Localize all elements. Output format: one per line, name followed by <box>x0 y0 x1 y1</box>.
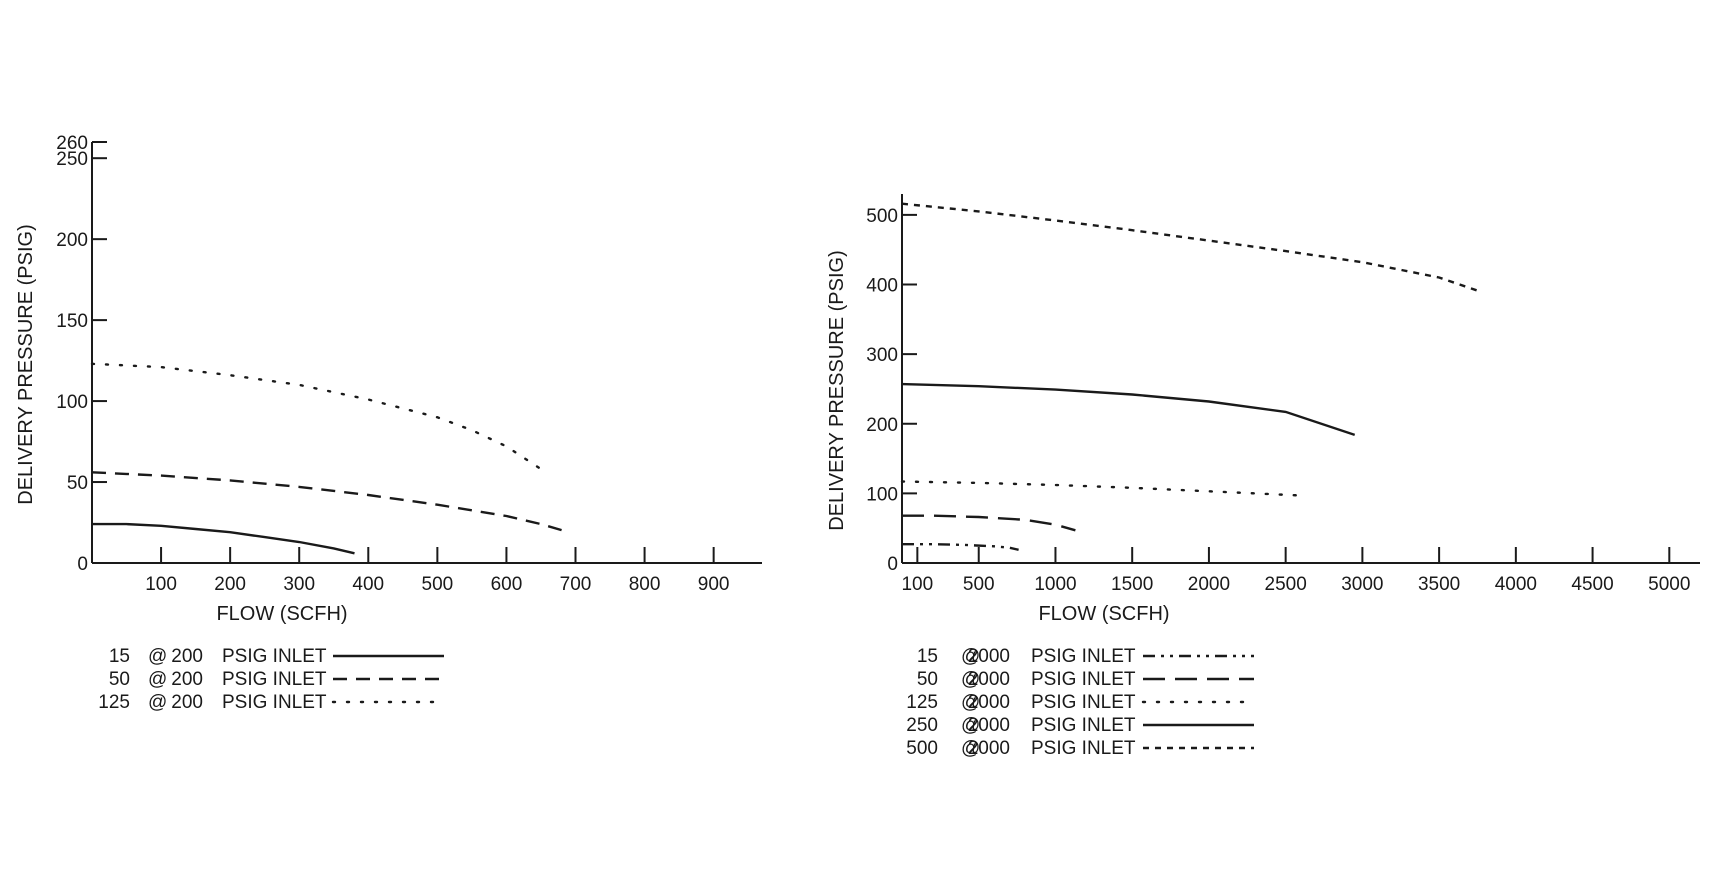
legend-setpoint: 250 <box>906 715 938 736</box>
y-tick-label: 100 <box>866 484 898 505</box>
legend-at-sign: @ <box>961 669 980 690</box>
legend-entry: 15 @200 PSIG INLET <box>109 646 444 667</box>
series-line-125-psig <box>90 362 543 471</box>
x-tick-label: 100 <box>145 574 177 595</box>
y-tick-label: 150 <box>56 311 88 332</box>
legend-inlet-label: PSIG INLET <box>1031 646 1136 667</box>
x-tick-label: 4500 <box>1571 574 1613 595</box>
y-tick-label: 500 <box>866 206 898 227</box>
legend-entry: 125 @2000 PSIG INLET <box>906 692 1256 713</box>
x-tick-label: 4000 <box>1495 574 1537 595</box>
legend-inlet-label: PSIG INLET <box>1031 738 1136 759</box>
series-line-500-psig <box>901 202 1483 294</box>
y-tick-label: 400 <box>866 276 898 297</box>
x-tick-label: 600 <box>491 574 523 595</box>
y-tick-label: 260 <box>56 133 88 154</box>
legend-at-sign: @ <box>148 669 167 690</box>
legend-setpoint: 125 <box>98 692 130 713</box>
x-tick-label: 1000 <box>1034 574 1076 595</box>
legend-at-sign: @ <box>961 738 980 759</box>
legend-at-sign: @ <box>961 646 980 667</box>
x-tick-label: 200 <box>214 574 246 595</box>
legend-setpoint: 125 <box>906 692 938 713</box>
x-tick-label: 300 <box>283 574 315 595</box>
legend-at-sign: @ <box>148 692 167 713</box>
series-line-50-psig <box>902 514 1076 532</box>
y-tick-label: 300 <box>866 345 898 366</box>
legend-inlet-label: PSIG INLET <box>222 646 327 667</box>
y-tick-label: 0 <box>77 554 88 575</box>
legend-inlet-value: 200 <box>171 646 203 667</box>
series-line-250-psig <box>901 382 1356 437</box>
x-tick-label: 3500 <box>1418 574 1460 595</box>
legend-entry: 50 @2000 PSIG INLET <box>917 669 1254 690</box>
y-axis-title: DELIVERY PRESSURE (PSIG) <box>826 250 848 530</box>
x-tick-label: 2500 <box>1265 574 1307 595</box>
legend-at-sign: @ <box>961 692 980 713</box>
legend-inlet-value: 2000 <box>968 715 1010 736</box>
x-tick-label: 900 <box>698 574 730 595</box>
y-tick-label: 50 <box>67 473 88 494</box>
legend-inlet-value: 200 <box>171 692 203 713</box>
series-line-15-psig <box>902 543 1019 551</box>
legend-entry: 50 @200 PSIG INLET <box>109 669 444 690</box>
legend-entry: 125 @200 PSIG INLET <box>98 692 446 713</box>
y-axis-title: DELIVERY PRESSURE (PSIG) <box>15 224 37 504</box>
legend-at-sign: @ <box>148 646 167 667</box>
legend-setpoint: 15 <box>109 646 130 667</box>
legend-setpoint: 50 <box>917 669 938 690</box>
y-tick-label: 200 <box>866 415 898 436</box>
legend-inlet-value: 2000 <box>968 738 1010 759</box>
x-tick-label: 700 <box>560 574 592 595</box>
legend-at-sign: @ <box>961 715 980 736</box>
x-tick-label: 500 <box>963 574 995 595</box>
legend-setpoint: 500 <box>906 738 938 759</box>
legend-inlet-label: PSIG INLET <box>1031 715 1136 736</box>
legend-setpoint: 50 <box>109 669 130 690</box>
x-tick-label: 800 <box>629 574 661 595</box>
legend-inlet-value: 200 <box>171 669 203 690</box>
y-tick-label: 100 <box>56 392 88 413</box>
x-axis-title: FLOW (SCFH) <box>1038 603 1169 625</box>
legend-inlet-value: 2000 <box>968 692 1010 713</box>
legend-entry: 500 @2000 PSIG INLET <box>906 738 1254 759</box>
legend-inlet-label: PSIG INLET <box>222 669 327 690</box>
legend-inlet-value: 2000 <box>968 646 1010 667</box>
legend-entry: 15 @2000 PSIG INLET <box>917 646 1254 667</box>
x-tick-label: 400 <box>352 574 384 595</box>
y-tick-label: 0 <box>887 554 898 575</box>
series-line-15-psig <box>92 522 355 555</box>
x-tick-label: 100 <box>901 574 933 595</box>
x-tick-label: 3000 <box>1341 574 1383 595</box>
x-tick-label: 1500 <box>1111 574 1153 595</box>
legend-setpoint: 15 <box>917 646 938 667</box>
x-axis-title: FLOW (SCFH) <box>216 603 347 625</box>
series-line-50-psig <box>91 471 569 534</box>
x-tick-label: 500 <box>422 574 454 595</box>
legend-inlet-label: PSIG INLET <box>1031 669 1136 690</box>
x-tick-label: 2000 <box>1188 574 1230 595</box>
y-tick-label: 200 <box>56 230 88 251</box>
legend-inlet-value: 2000 <box>968 669 1010 690</box>
legend-inlet-label: PSIG INLET <box>222 692 327 713</box>
series-line-125-psig <box>900 480 1303 497</box>
y-tick-label: 250 <box>56 149 88 170</box>
legend-inlet-label: PSIG INLET <box>1031 692 1136 713</box>
legend-entry: 250 @2000 PSIG INLET <box>906 715 1254 736</box>
x-tick-label: 5000 <box>1648 574 1690 595</box>
